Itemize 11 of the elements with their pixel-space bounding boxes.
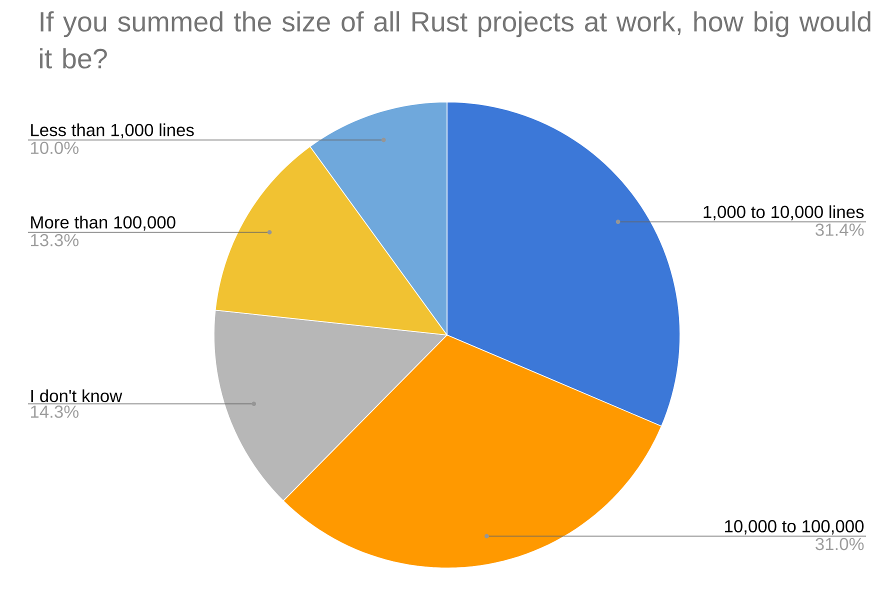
slice-label: 1,000 to 10,000 lines xyxy=(704,205,864,220)
slice-label: 10,000 to 100,000 xyxy=(725,520,864,534)
data-label: 14.3% xyxy=(31,406,79,418)
data-label: 31.0% xyxy=(816,538,864,550)
data-label: 31.4% xyxy=(816,224,864,236)
slice-label: Less than 1,000 lines xyxy=(31,123,194,138)
slice-label: More than 100,000 xyxy=(31,216,176,231)
chart-title: If you summed the size of all Rust projects at work, how big would it be? xyxy=(40,11,870,69)
data-label: 10.0% xyxy=(31,142,79,154)
data-label: 13.3% xyxy=(31,234,79,246)
slice-label: I don't know xyxy=(31,389,122,402)
